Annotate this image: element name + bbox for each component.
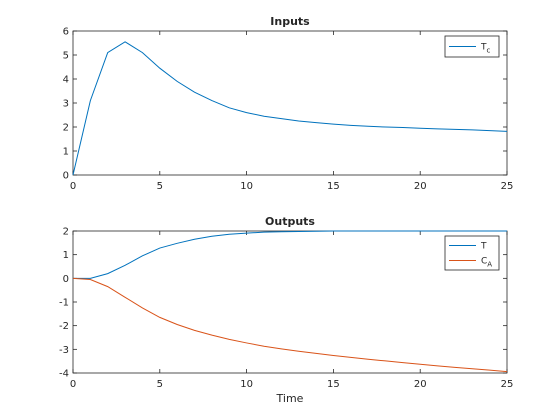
y-tick-label: 1: [63, 250, 69, 261]
x-tick-label: 0: [70, 181, 76, 192]
y-tick-label: -1: [59, 298, 69, 309]
inputs-plot: Inputs 0 5 10 15 20 25 0 1 2 3 4 5 6 Tc: [63, 15, 514, 192]
y-tick-label: -2: [59, 321, 69, 332]
series-line-1: [72, 277, 508, 373]
series-line-0: [73, 230, 507, 279]
chart-title: Inputs: [270, 15, 310, 28]
series-line-0: [72, 41, 508, 176]
x-tick-label: 25: [501, 181, 514, 192]
legend-label: CA: [481, 257, 492, 269]
y-tick-label: 5: [63, 51, 69, 62]
legend-label: Tc: [480, 43, 491, 55]
x-tick-label: 15: [327, 379, 340, 390]
legend-label-text: T: [480, 43, 487, 53]
y-tick-label: 2: [63, 123, 69, 134]
x-tick-label: 15: [327, 181, 340, 192]
x-tick-label: 25: [501, 379, 514, 390]
x-tick-label: 10: [240, 379, 253, 390]
axes-box: [72, 30, 508, 176]
y-tick-label: 2: [63, 227, 69, 238]
x-axis-label: Time: [276, 392, 304, 405]
x-tick-label: 10: [240, 181, 253, 192]
chart-title: Outputs: [265, 215, 315, 228]
x-tick-label: 5: [157, 181, 163, 192]
legend-label-text: C: [481, 257, 487, 267]
y-tick-label: 6: [63, 27, 69, 38]
legend-label-subscript: c: [487, 47, 491, 55]
legend-box: [444, 235, 500, 271]
y-tick-label: -4: [59, 369, 69, 380]
y-tick-label: 0: [63, 274, 69, 285]
y-tick-label: 3: [63, 99, 69, 110]
legend-label-subscript: A: [487, 261, 492, 269]
x-tick-label: 20: [414, 379, 427, 390]
x-tick-label: 0: [70, 379, 76, 390]
y-tick-label: -3: [59, 345, 69, 356]
axes-box: [72, 230, 508, 374]
legend-label-text: T: [480, 242, 487, 252]
x-tick-label: 20: [414, 181, 427, 192]
y-tick-label: 0: [63, 171, 69, 182]
x-tick-label: 5: [157, 379, 163, 390]
y-tick-label: 1: [63, 147, 69, 158]
y-tick-label: 4: [63, 75, 69, 86]
legend-label: T: [480, 242, 487, 252]
